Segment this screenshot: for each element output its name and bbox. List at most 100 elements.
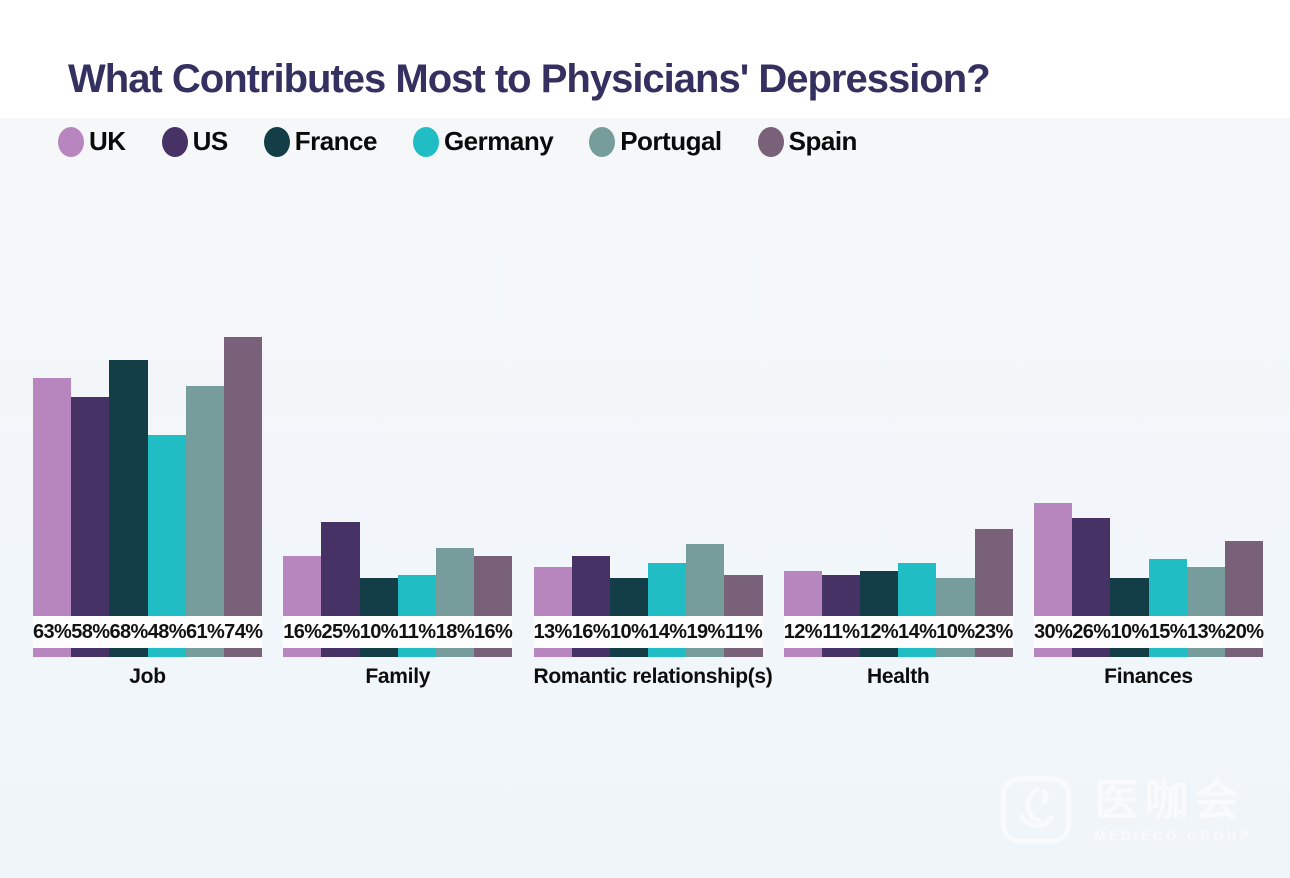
bar-us xyxy=(571,556,610,616)
bar-germany xyxy=(147,435,186,616)
bar-portugal xyxy=(936,578,975,616)
bar-value-label: 11% xyxy=(822,621,860,643)
bar-uk xyxy=(33,378,72,616)
color-strip-segment xyxy=(1034,648,1073,657)
legend-label: Spain xyxy=(788,126,858,156)
color-strip-segment xyxy=(860,648,899,657)
bar-portugal xyxy=(185,386,224,616)
bar-uk xyxy=(533,567,572,616)
color-strip-segment xyxy=(898,648,937,657)
bar-value-label: 12% xyxy=(783,621,823,643)
bars-row xyxy=(783,118,1013,616)
legend-item-france: France xyxy=(263,126,378,157)
color-strip-segment xyxy=(435,648,475,657)
bar-portugal xyxy=(1186,567,1225,616)
color-strip xyxy=(1034,648,1264,657)
legend-dot-france xyxy=(263,126,290,157)
bar-value-label: 12% xyxy=(859,621,899,643)
bar-germany xyxy=(898,563,937,616)
legend-dot-germany xyxy=(412,126,439,157)
color-strip-segment xyxy=(397,648,436,657)
bar-spain xyxy=(724,575,763,616)
bar-germany xyxy=(1148,559,1187,616)
value-label-band: 63% 58% 68% 48% 61% 74% xyxy=(33,616,263,648)
bar-value-label: 20% xyxy=(1225,621,1264,643)
color-strip-segment xyxy=(974,648,1013,657)
color-strip-segment xyxy=(648,648,687,657)
color-strip-segment xyxy=(686,648,725,657)
color-strip-segment xyxy=(571,648,610,657)
legend-dot-spain xyxy=(757,126,784,157)
legend-item-uk: UK xyxy=(58,126,126,157)
bar-value-label: 58% xyxy=(71,621,110,643)
bar-us xyxy=(321,522,360,616)
color-strip xyxy=(283,648,513,657)
bar-france xyxy=(609,578,649,616)
bar-germany xyxy=(648,563,687,616)
bars-row xyxy=(1034,118,1264,616)
color-strip-segment xyxy=(936,648,975,657)
bar-uk xyxy=(283,556,322,616)
color-strip-segment xyxy=(724,648,763,657)
bar-value-label: 68% xyxy=(109,621,148,643)
category-label: Job xyxy=(129,665,166,688)
category-label: Health xyxy=(867,665,930,688)
legend-label: France xyxy=(294,126,378,156)
legend-dot-us xyxy=(161,126,188,157)
bar-value-label: 25% xyxy=(321,621,360,643)
bars-row xyxy=(33,118,263,616)
color-strip xyxy=(533,648,763,657)
bar-value-label: 10% xyxy=(359,621,399,643)
legend: UK US France Germany Portugal Spain xyxy=(58,126,857,157)
bar-value-label: 23% xyxy=(974,621,1014,643)
color-strip-segment xyxy=(474,648,513,657)
color-strip-segment xyxy=(1148,648,1187,657)
value-label-band: 16% 25% 10% 11% 18% 16% xyxy=(283,616,513,648)
legend-label: UK xyxy=(89,126,126,156)
bar-value-label: 19% xyxy=(686,621,725,643)
color-strip-segment xyxy=(147,648,186,657)
bar-spain xyxy=(1224,541,1264,616)
bars-row xyxy=(283,118,513,616)
category-label: Romantic relationship(s) xyxy=(533,665,773,688)
bar-value-label: 14% xyxy=(648,621,687,643)
color-strip xyxy=(783,648,1013,657)
chart-title: What Contributes Most to Physicians' Dep… xyxy=(68,57,991,101)
bar-portugal xyxy=(435,548,475,616)
legend-item-us: US xyxy=(161,126,229,157)
value-label-band: 13% 16% 10% 14% 19% 11% xyxy=(533,616,763,648)
bar-spain xyxy=(223,337,263,616)
bar-value-label: 10% xyxy=(609,621,649,643)
bar-value-label: 61% xyxy=(185,621,225,643)
bar-us xyxy=(821,575,861,616)
bar-group: 16% 25% 10% 11% 18% 16% Family xyxy=(283,118,513,689)
bar-spain xyxy=(474,556,513,616)
color-strip-segment xyxy=(283,648,322,657)
bar-group: 30% 26% 10% 15% 13% 20% Finances xyxy=(1034,118,1264,689)
bar-value-label: 63% xyxy=(33,621,72,643)
bar-value-label: 16% xyxy=(283,621,322,643)
bar-france xyxy=(109,360,148,616)
bar-value-label: 15% xyxy=(1148,621,1188,643)
bars-row xyxy=(533,118,763,616)
color-strip-segment xyxy=(33,648,72,657)
bar-value-label: 13% xyxy=(533,621,573,643)
watermark: 医咖会 MEDIECO GROUP xyxy=(999,768,1252,852)
bar-value-label: 10% xyxy=(936,621,975,643)
bar-value-label: 16% xyxy=(571,621,611,643)
category-label: Finances xyxy=(1104,665,1193,688)
color-strip-segment xyxy=(609,648,649,657)
color-strip-segment xyxy=(321,648,360,657)
medieco-logo-icon xyxy=(1000,776,1071,844)
color-strip-segment xyxy=(1072,648,1111,657)
bar-us xyxy=(71,397,110,616)
bar-value-label: 18% xyxy=(435,621,475,643)
bar-spain xyxy=(974,529,1013,616)
color-strip xyxy=(33,648,263,657)
legend-label: Germany xyxy=(443,126,554,156)
bar-value-label: 30% xyxy=(1034,621,1073,643)
bar-value-label: 26% xyxy=(1072,621,1111,643)
color-strip-segment xyxy=(1110,648,1149,657)
color-strip-segment xyxy=(533,648,572,657)
legend-label: US xyxy=(192,126,229,156)
